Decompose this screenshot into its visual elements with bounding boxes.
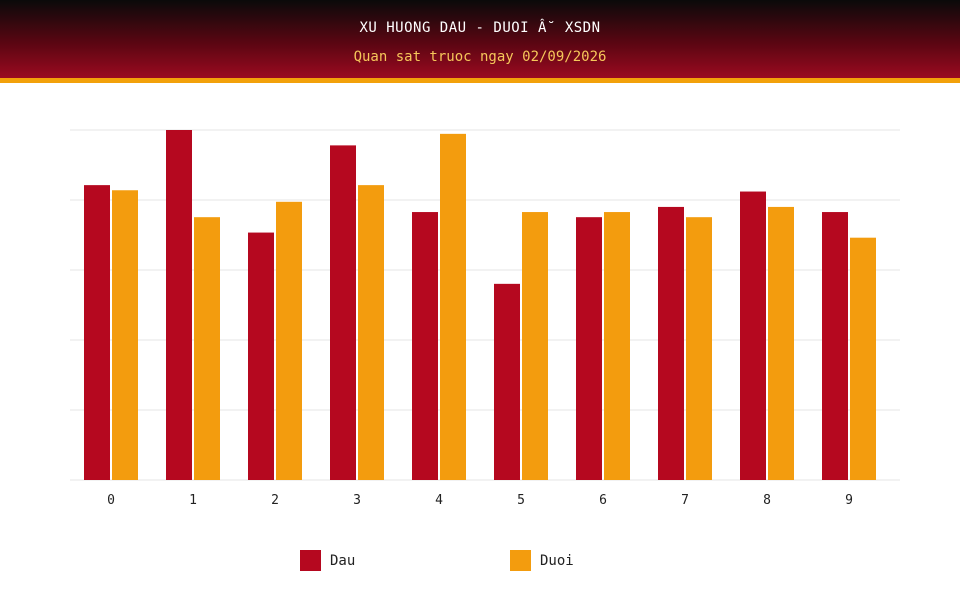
chart-subtitle: Quan sat truoc ngay 02/09/2026 bbox=[353, 49, 607, 65]
x-tick-label: 7 bbox=[681, 493, 689, 508]
bar-duoi-3[interactable] bbox=[358, 185, 384, 480]
bar-duoi-1[interactable] bbox=[194, 217, 220, 480]
bar-dau-4[interactable] bbox=[412, 212, 438, 481]
bar-duoi-8[interactable] bbox=[768, 206, 794, 480]
x-tick-label: 6 bbox=[599, 493, 607, 508]
legend-item-dau[interactable]: Dau bbox=[300, 550, 355, 571]
bar-duoi-4[interactable] bbox=[440, 133, 466, 480]
x-tick-label: 5 bbox=[517, 493, 525, 508]
bar-duoi-2[interactable] bbox=[276, 201, 302, 481]
x-tick-label: 4 bbox=[435, 493, 443, 508]
x-tick-label: 8 bbox=[763, 493, 771, 508]
bar-dau-7[interactable] bbox=[658, 206, 684, 480]
bar-dau-1[interactable] bbox=[166, 130, 192, 480]
chart-title: XU HUONG DAU - DUOI Â˘ XSDN bbox=[359, 20, 601, 36]
bar-dau-6[interactable] bbox=[576, 217, 602, 480]
legend-item-duoi[interactable]: Duoi bbox=[510, 550, 574, 571]
x-tick-label: 1 bbox=[189, 493, 197, 508]
legend-swatch-duoi bbox=[510, 550, 531, 571]
legend: Dau Duoi bbox=[0, 550, 960, 572]
x-tick-label: 0 bbox=[107, 493, 115, 508]
bar-dau-9[interactable] bbox=[822, 212, 848, 481]
bar-duoi-9[interactable] bbox=[850, 237, 876, 480]
bar-duoi-7[interactable] bbox=[686, 217, 712, 480]
legend-label-duoi: Duoi bbox=[540, 552, 574, 569]
x-tick-labels: 0 1 2 3 4 5 6 7 8 9 bbox=[107, 493, 853, 508]
chart-header: XU HUONG DAU - DUOI Â˘ XSDN Quan sat tru… bbox=[0, 0, 960, 83]
legend-swatch-dau bbox=[300, 550, 321, 571]
bars bbox=[84, 130, 876, 481]
bar-dau-8[interactable] bbox=[740, 191, 766, 481]
bar-dau-2[interactable] bbox=[248, 232, 274, 480]
bar-dau-3[interactable] bbox=[330, 145, 356, 480]
x-tick-label: 9 bbox=[845, 493, 853, 508]
bar-duoi-6[interactable] bbox=[604, 212, 630, 481]
x-tick-label: 3 bbox=[353, 493, 361, 508]
legend-label-dau: Dau bbox=[330, 552, 356, 569]
bar-duoi-0[interactable] bbox=[112, 190, 138, 480]
bar-duoi-5[interactable] bbox=[522, 212, 548, 481]
x-tick-label: 2 bbox=[271, 493, 279, 508]
bar-dau-0[interactable] bbox=[84, 185, 110, 480]
bar-dau-5[interactable] bbox=[494, 283, 520, 480]
